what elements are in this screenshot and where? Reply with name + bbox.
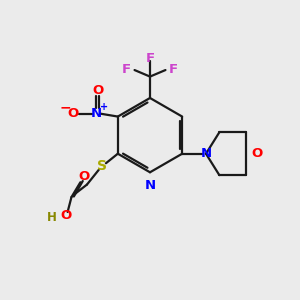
Text: F: F	[146, 52, 154, 65]
Text: O: O	[68, 107, 79, 120]
Text: N: N	[144, 179, 156, 192]
Text: +: +	[100, 102, 108, 112]
Text: N: N	[91, 107, 102, 120]
Text: F: F	[122, 63, 131, 76]
Text: O: O	[92, 84, 104, 97]
Text: −: −	[59, 100, 71, 114]
Text: F: F	[169, 63, 178, 76]
Text: O: O	[251, 147, 263, 160]
Text: S: S	[98, 159, 107, 173]
Text: N: N	[200, 147, 211, 160]
Text: O: O	[79, 170, 90, 183]
Text: O: O	[61, 209, 72, 222]
Text: H: H	[47, 212, 57, 224]
